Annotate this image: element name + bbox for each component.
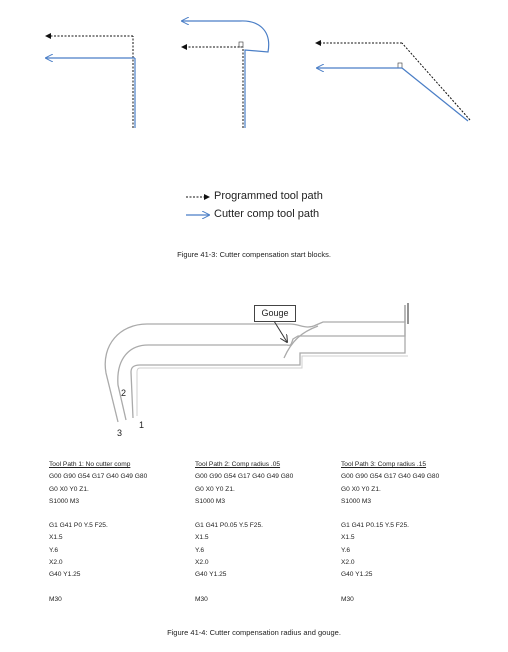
code-line: M30 [49, 595, 62, 603]
start-block-diagram-3 [315, 40, 471, 122]
code-line: S1000 M3 [49, 497, 80, 505]
code-line: G0 X0 Y0 Z1. [195, 485, 235, 493]
code-line: X1.5 [195, 534, 209, 542]
code-line: X2.0 [195, 559, 209, 567]
figure-41-3-caption: Figure 41-3: Cutter compensation start b… [177, 250, 331, 259]
tool-path-1-code: Tool Path 1: No cutter comp G00 G90 G54 … [49, 459, 189, 606]
code-line: X1.5 [49, 534, 63, 542]
figure-41-4-caption: Figure 41-4: Cutter compensation radius … [167, 628, 341, 637]
start-block-diagram-2 [181, 21, 270, 128]
code-line: S1000 M3 [195, 497, 226, 505]
code-line: Y.6 [341, 546, 351, 554]
code-line: M30 [341, 595, 354, 603]
code-line: M30 [195, 595, 208, 603]
code-line: G1 G41 P0.15 Y.5 F25. [341, 522, 409, 530]
code-line: G40 Y1.25 [49, 571, 81, 579]
code-line: Y.6 [195, 546, 205, 554]
tool-path-title: Tool Path 2: Comp radius .05 [195, 461, 281, 468]
code-line: G1 G41 P0 Y.5 F25. [49, 522, 108, 530]
code-line: G40 Y1.25 [341, 571, 373, 579]
legend-programmed-label: Programmed tool path [214, 190, 323, 202]
code-line: S1000 M3 [341, 497, 372, 505]
legend-cutter-comp-label: Cutter comp tool path [214, 208, 320, 220]
code-line: G00 G90 G54 G17 G40 G49 G80 [195, 473, 294, 481]
tool-path-2-code: Tool Path 2: Comp radius .05 G00 G90 G54… [195, 459, 335, 606]
path-label-3: 3 [117, 428, 123, 438]
start-block-diagram-1 [45, 33, 136, 128]
code-line: G40 Y1.25 [195, 571, 227, 579]
code-line: G0 X0 Y0 Z1. [341, 485, 381, 493]
code-line: X1.5 [341, 534, 355, 542]
tool-path-title: Tool Path 3: Comp radius .15 [341, 461, 427, 468]
code-line: G0 X0 Y0 Z1. [49, 485, 89, 493]
gouge-diagram [104, 303, 409, 423]
code-line: G00 G90 G54 G17 G40 G49 G80 [49, 473, 148, 481]
tool-path-title: Tool Path 1: No cutter comp [49, 461, 131, 468]
tool-path-3-code: Tool Path 3: Comp radius .15 G00 G90 G54… [341, 459, 481, 606]
path-label-1: 1 [139, 420, 145, 430]
path-label-2: 2 [121, 388, 127, 398]
code-line: X2.0 [341, 559, 355, 567]
code-line: G00 G90 G54 G17 G40 G49 G80 [341, 473, 440, 481]
code-line: G1 G41 P0.05 Y.5 F25. [195, 522, 263, 530]
code-line: X2.0 [49, 559, 63, 567]
code-line: Y.6 [49, 546, 59, 554]
gouge-label: Gouge [254, 305, 296, 322]
